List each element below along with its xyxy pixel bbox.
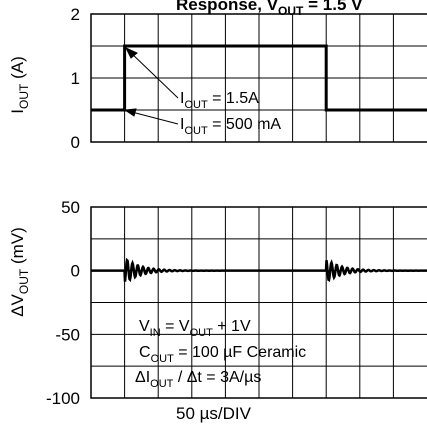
y-tick-label: 0 [71, 262, 80, 281]
current-y-ticks: 2 1 0 [71, 5, 80, 152]
voltage-y-axis-label: ΔVOUT (mV) [8, 227, 31, 317]
arrow-iout-high [128, 50, 179, 99]
y-tick-label: 2 [71, 5, 80, 24]
current-y-axis-label: IOUT (A) [8, 56, 31, 113]
annotation-slew-condition: ΔIOUT / Δt = 3A/µs [135, 369, 261, 390]
annotation-vin-condition: VIN = VOUT + 1V [139, 318, 251, 339]
y-tick-label: -50 [55, 325, 80, 344]
delta-vout-trace [91, 257, 427, 283]
x-axis-label: 50 µs/DIV [176, 404, 251, 423]
arrow-iout-low [127, 110, 179, 125]
chart-title-fragment: Response, VOUT = 1.5 V [176, 0, 363, 18]
annotation-arrows [123, 46, 179, 125]
annotation-iout-low: IOUT = 500 mA [180, 116, 281, 137]
y-tick-label: 50 [61, 198, 80, 217]
arrow-head-iout-low [123, 108, 137, 117]
arrow-head-iout-high [124, 46, 138, 59]
y-tick-label: 1 [71, 69, 80, 88]
y-tick-label: 0 [71, 133, 80, 152]
iout-trace [91, 44, 427, 112]
y-tick-label: -100 [46, 389, 80, 408]
annotation-cout-condition: COUT = 100 µF Ceramic [139, 344, 306, 365]
annotation-iout-high: IOUT = 1.5A [180, 90, 259, 111]
voltage-y-ticks: 50 0 -50 -100 [46, 198, 80, 408]
